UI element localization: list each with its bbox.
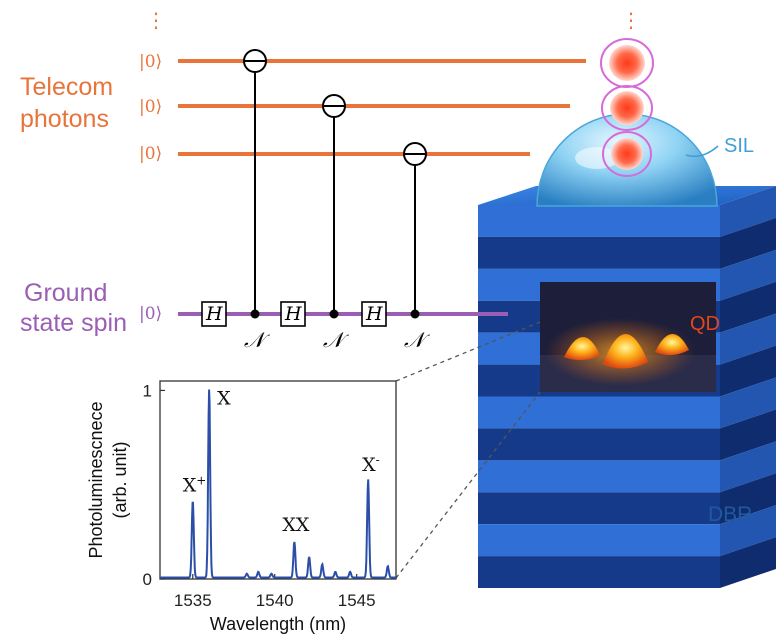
spectrum-series-line	[160, 389, 396, 579]
photon-1	[609, 45, 645, 81]
dbr-layer	[478, 236, 720, 269]
dbr-layer-side	[720, 377, 776, 429]
photon-chain	[600, 38, 654, 177]
cnot-1-control	[250, 309, 260, 319]
y-axis-label-line1: Photoluminescnece	[86, 401, 106, 558]
dbr-layer-side	[720, 409, 776, 461]
qd-center	[603, 333, 648, 369]
dbr-layer-side	[720, 281, 776, 333]
x-tick-label: 1540	[256, 591, 294, 610]
plot-frame	[159, 380, 397, 580]
dbr-label: DBR	[708, 503, 752, 526]
peak-label: X	[217, 387, 231, 409]
noise-3: 𝒩	[404, 328, 430, 352]
dbr-layer-side	[720, 249, 776, 301]
dbr-front-face	[478, 205, 720, 588]
dbr-layer-side	[720, 473, 776, 525]
noise-2: 𝒩	[323, 328, 349, 352]
hadamard-gate-2	[280, 301, 306, 327]
sil-label: SIL	[724, 135, 754, 157]
cnot-3-control	[410, 309, 420, 319]
telecom-label-line2: photons	[20, 105, 109, 133]
telecom-label-line1: Telecom	[20, 73, 113, 101]
hadamard-gate-1	[201, 301, 227, 327]
vdots-right: ⋮	[621, 8, 641, 32]
hadamard-gate-3	[361, 301, 387, 327]
dbr-layer	[478, 460, 720, 493]
qd-left	[564, 336, 600, 361]
dbr-layer	[478, 524, 720, 557]
ket-photon-3: |0⟩	[139, 144, 162, 164]
x-axis-label: Wavelength (nm)	[210, 614, 346, 634]
dbr-layer-side	[720, 537, 776, 588]
inset-connector-top	[395, 321, 541, 382]
dbr-layer-side	[720, 345, 776, 397]
peak-label: X-	[362, 453, 380, 476]
dbr-layer-side	[720, 217, 776, 269]
x-tick-label: 1535	[174, 591, 212, 610]
photon-2	[610, 91, 644, 125]
noise-1: 𝒩	[244, 328, 270, 352]
ket-photon-2: |0⟩	[139, 97, 162, 117]
dbr-pillar	[478, 186, 776, 588]
dbr-layer-side	[720, 313, 776, 365]
dbr-layer-side	[720, 186, 776, 237]
dbr-layer-side	[720, 441, 776, 493]
dbr-side-face	[720, 186, 776, 588]
y-tick-label: 1	[143, 381, 152, 400]
y-axis-label-line2: (arb. unit)	[110, 441, 130, 518]
x-tick-label: 1545	[338, 591, 376, 610]
ket-spin: |0⟩	[139, 304, 162, 324]
peak-label: X+	[183, 474, 207, 497]
quantum-circuit: ⋮ ⋮ Telecom photons Ground state spin |0…	[20, 8, 641, 352]
peak-label: XX	[282, 514, 310, 536]
dbr-layer	[478, 492, 720, 525]
dbr-layer-side	[720, 505, 776, 557]
sil-leader	[685, 145, 719, 158]
cnot-2-control	[329, 309, 339, 319]
y-tick-label: 0	[143, 570, 152, 589]
dbr-layer	[478, 556, 720, 588]
qd-label: QD	[690, 313, 720, 335]
hadamard-1-label: H	[205, 303, 223, 325]
hadamard-3-label: H	[365, 303, 383, 325]
dbr-layer	[478, 205, 720, 237]
hadamard-2-label: H	[284, 303, 302, 325]
spin-label-line1: Ground	[24, 279, 107, 307]
ket-photon-1: |0⟩	[139, 52, 162, 72]
dbr-layer	[478, 396, 720, 429]
spin-label-line2: state spin	[20, 309, 127, 337]
dbr-layer	[478, 428, 720, 461]
vdots-left: ⋮	[146, 8, 166, 32]
qd-right	[655, 333, 689, 356]
photon-3	[611, 138, 643, 170]
